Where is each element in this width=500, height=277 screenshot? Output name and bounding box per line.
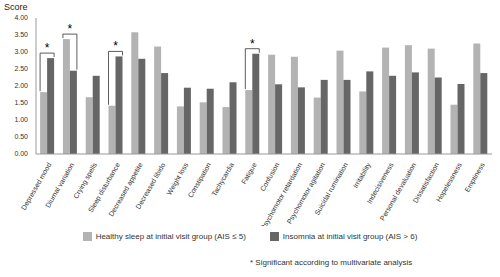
svg-text:3.00: 3.00 xyxy=(14,48,28,55)
svg-text:*: * xyxy=(45,41,50,55)
svg-text:Weight loss: Weight loss xyxy=(165,161,190,197)
svg-text:Indecisiveness: Indecisiveness xyxy=(365,161,395,205)
svg-text:Confusion: Confusion xyxy=(259,161,281,192)
svg-text:Sleep disturbance: Sleep disturbance xyxy=(86,161,121,214)
svg-text:1.50: 1.50 xyxy=(14,99,28,106)
svg-text:Decreased libido: Decreased libido xyxy=(134,161,166,210)
svg-text:*: * xyxy=(68,22,73,36)
svg-text:0.50: 0.50 xyxy=(14,133,28,140)
svg-text:Emptiness: Emptiness xyxy=(463,161,487,194)
svg-text:Diurnal variation: Diurnal variation xyxy=(44,161,75,208)
svg-text:Crying spells: Crying spells xyxy=(72,161,99,200)
svg-text:Suicidal rumination: Suicidal rumination xyxy=(313,161,349,216)
svg-text:Depressed mood: Depressed mood xyxy=(19,161,53,212)
svg-text:Irritability: Irritability xyxy=(352,161,373,190)
svg-text:Constipation: Constipation xyxy=(187,161,213,199)
svg-text:0.00: 0.00 xyxy=(14,150,28,157)
svg-text:2.50: 2.50 xyxy=(14,65,28,72)
svg-text:2.00: 2.00 xyxy=(14,82,28,89)
html-text:Score: Score xyxy=(4,2,28,12)
svg-text:Personal devaluation: Personal devaluation xyxy=(379,161,418,221)
html-text:Insomnia at initial visit grou: Insomnia at initial visit group (AIS > 6… xyxy=(282,232,418,241)
svg-text:Fatigue: Fatigue xyxy=(240,161,259,185)
svg-text:Psychomotor agitation: Psychomotor agitation xyxy=(285,161,327,225)
html-text:* Significant according to mul: * Significant according to multivariate … xyxy=(250,258,413,267)
svg-text:Psychomotor retardation: Psychomotor retardation xyxy=(259,161,304,226)
svg-text:Tachycardia: Tachycardia xyxy=(210,161,236,197)
svg-text:Dissatisfaction: Dissatisfaction xyxy=(411,161,441,205)
svg-text:*: * xyxy=(250,37,255,51)
svg-text:4.00: 4.00 xyxy=(14,14,28,21)
svg-text:1.00: 1.00 xyxy=(14,116,28,123)
svg-text:*: * xyxy=(113,39,118,53)
svg-text:Hopelessness: Hopelessness xyxy=(435,161,464,204)
svg-text:Decreased appetite: Decreased appetite xyxy=(107,161,144,218)
html-text:Healthy sleep at initial visit: Healthy sleep at initial visit group (AI… xyxy=(95,232,246,241)
svg-text:3.50: 3.50 xyxy=(14,31,28,38)
